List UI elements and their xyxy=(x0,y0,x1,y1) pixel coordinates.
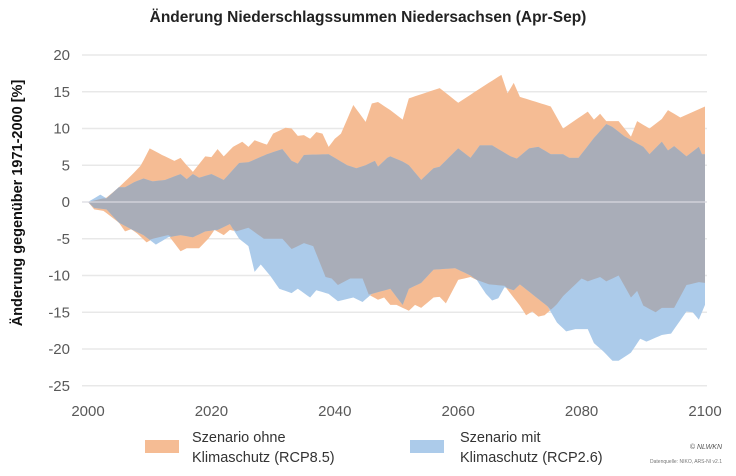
y-tick-label: 10 xyxy=(53,121,70,138)
band-overlap xyxy=(88,124,705,313)
x-tick-label: 2080 xyxy=(565,403,598,420)
y-tick-label: -25 xyxy=(48,378,70,395)
x-tick-label: 2100 xyxy=(688,403,721,420)
x-tick-label: 2000 xyxy=(71,403,104,420)
y-tick-label: -15 xyxy=(48,304,70,321)
y-tick-label: -10 xyxy=(48,268,70,285)
y-tick-label: 5 xyxy=(62,157,70,174)
y-tick-label: 0 xyxy=(62,194,70,211)
x-tick-label: 2060 xyxy=(442,403,475,420)
legend-swatch-rcp26 xyxy=(410,440,444,453)
y-tick-label: -20 xyxy=(48,341,70,358)
legend-rcp26-line2: Klimaschutz (RCP2.6) xyxy=(460,450,603,466)
legend-label-rcp85: Szenario ohne Klimaschutz (RCP8.5) xyxy=(192,428,335,468)
chart-title: Änderung Niederschlagssummen Niedersachs… xyxy=(149,9,587,26)
legend-rcp85-line2: Klimaschutz (RCP8.5) xyxy=(192,450,335,466)
data-source-note: Datenquelle: NIKO, ARS-NI v2.1 xyxy=(650,459,722,465)
x-tick-label: 2020 xyxy=(195,403,228,420)
y-tick-label: 15 xyxy=(53,84,70,101)
copyright-note: © NLWKN xyxy=(689,444,722,451)
legend-rcp85-line1: Szenario ohne xyxy=(192,430,286,446)
x-tick-label: 2040 xyxy=(318,403,351,420)
legend-swatch-rcp85 xyxy=(145,440,179,453)
legend-rcp26-line1: Szenario mit xyxy=(460,430,541,446)
y-tick-label: 20 xyxy=(53,47,70,64)
y-tick-label: -5 xyxy=(57,231,70,248)
legend-label-rcp26: Szenario mit Klimaschutz (RCP2.6) xyxy=(460,428,603,468)
